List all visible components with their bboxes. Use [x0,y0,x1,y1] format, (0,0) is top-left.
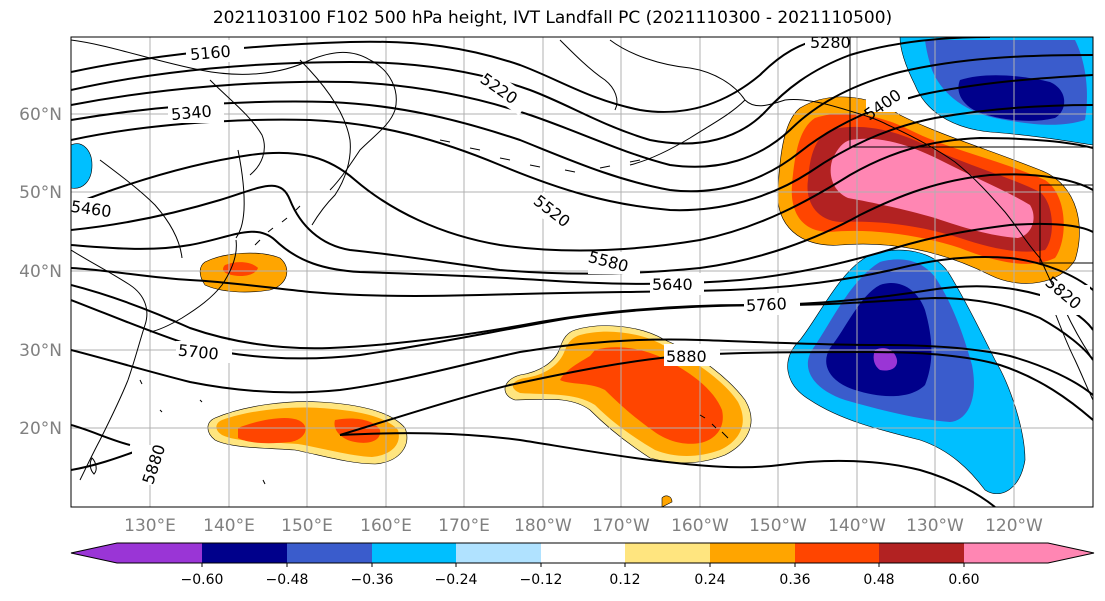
positive-anomaly-small [661,495,673,507]
contour-5580 [71,222,1093,285]
contour-5160 [71,37,831,113]
latitude-labels: 60°N 50°N 40°N 30°N 20°N [19,105,62,439]
colorbar-segment [541,543,625,563]
lat-label: 20°N [19,419,62,439]
contour-label: 5880 [666,347,707,366]
kuril-islands [254,205,301,246]
contour-5460 [71,136,1093,252]
positive-anomaly-gulf-alaska-max [830,138,1034,238]
coast-china-east [99,159,183,259]
map-frame [70,36,1094,508]
colorbar-segment [964,543,1048,563]
aleutian-islands [439,139,641,173]
lon-label: 130°E [124,516,176,536]
lon-label: 160°E [360,516,412,536]
colorbar-ticks [201,563,965,567]
coast-sakhalin [235,149,245,239]
negative-anomaly-alaska-core [958,75,1065,121]
negative-anomaly-east-pacific-min [873,348,898,371]
lon-label: 140°W [828,516,886,536]
contour-label: 5760 [746,294,788,315]
colorbar-tick-label: 0.24 [694,572,725,588]
contour-5520 [71,173,1093,275]
lon-label: 150°W [749,516,807,536]
map-plot-area: 5160 5220 5280 5340 5460 5400 5520 5580 … [71,33,1093,507]
colorbar-extend-high [1048,543,1094,563]
contour-5880-east [339,350,1093,436]
coast-japan [149,239,237,333]
positive-anomaly-west-pacific-core [238,417,306,444]
colorbar-tick-label: −0.12 [520,572,563,588]
colorbar-segment [625,543,710,563]
contour-label: 5700 [177,341,219,364]
contour-5880-south [339,432,996,507]
colorbar-tick-label: 0.48 [863,572,894,588]
contour-5400 [71,104,1093,212]
negative-anomaly-east-pacific-core [826,282,932,397]
colorbar-segment [795,543,879,563]
contour-5280 [71,54,1093,168]
lon-label: 180°W [514,516,572,536]
colorbar-tick-label: −0.36 [351,572,394,588]
colorbar-segment [202,543,287,563]
lon-label: 140°E [203,516,255,536]
colorbar-tick-label: −0.60 [181,572,224,588]
colorbar-segment [879,543,964,563]
colorbar-extend-low [71,543,117,563]
region-boxes [849,37,1093,264]
figure-title: 2021103100 F102 500 hPa height, IVT Land… [212,8,893,28]
lon-label: 170°E [438,516,490,536]
colorbar-tick-label: −0.24 [435,572,478,588]
contour-label: 5340 [170,102,212,124]
lon-label: 160°W [671,516,729,536]
coast-asia-north [71,39,397,191]
colorbar: −0.60 −0.48 −0.36 −0.24 −0.12 0.12 0.24 … [70,542,1095,588]
colorbar-tick-labels: −0.60 −0.48 −0.36 −0.24 −0.12 0.12 0.24 … [181,572,980,588]
colorbar-tick-label: 0.36 [779,572,810,588]
colorbar-segment [456,543,541,563]
lat-label: 60°N [19,105,62,125]
lon-label: 130°W [906,516,964,536]
coast-baja [1049,299,1093,401]
longitude-labels: 130°E 140°E 150°E 160°E 170°E 180°W 170°… [124,516,1043,536]
coast-bering [559,39,618,111]
contour-label: 5640 [652,275,693,294]
colorbar-segment [710,543,795,563]
lat-label: 30°N [19,341,62,361]
colorbar-segment [287,543,372,563]
contour-5880-edge [71,424,131,446]
lon-label: 120°W [985,516,1043,536]
coast-taiwan [89,457,97,475]
contour-5340 [71,74,1093,193]
coast-okhotsk [209,79,265,176]
colorbar-tick-label: −0.48 [266,572,309,588]
colorbar-segment [117,543,202,563]
hawaii-islands [699,414,729,439]
negative-anomaly-kamchatka-edge [71,143,93,189]
colorbar-outline [70,542,1095,564]
pacific-islands-west [139,379,266,485]
coast-korea-china [71,249,148,481]
coast-kamchatka [299,59,351,226]
contour-5820 [71,338,1093,396]
lon-label: 170°W [592,516,650,536]
lat-label: 40°N [19,262,62,282]
colorbar-tick-label: 0.12 [609,572,640,588]
coast-alaska [609,39,889,126]
colorbar-tick-label: 0.60 [948,572,979,588]
contour-label: 5160 [189,42,231,64]
positive-anomaly-central-pacific-core [560,347,723,444]
lon-label: 150°E [281,516,333,536]
coast-canada-west [887,124,1041,259]
height-contours [71,37,1093,507]
lat-label: 50°N [19,183,62,203]
contour-label: 5280 [810,33,851,52]
contour-5640 [71,255,1093,297]
colorbar-segment [372,543,456,563]
